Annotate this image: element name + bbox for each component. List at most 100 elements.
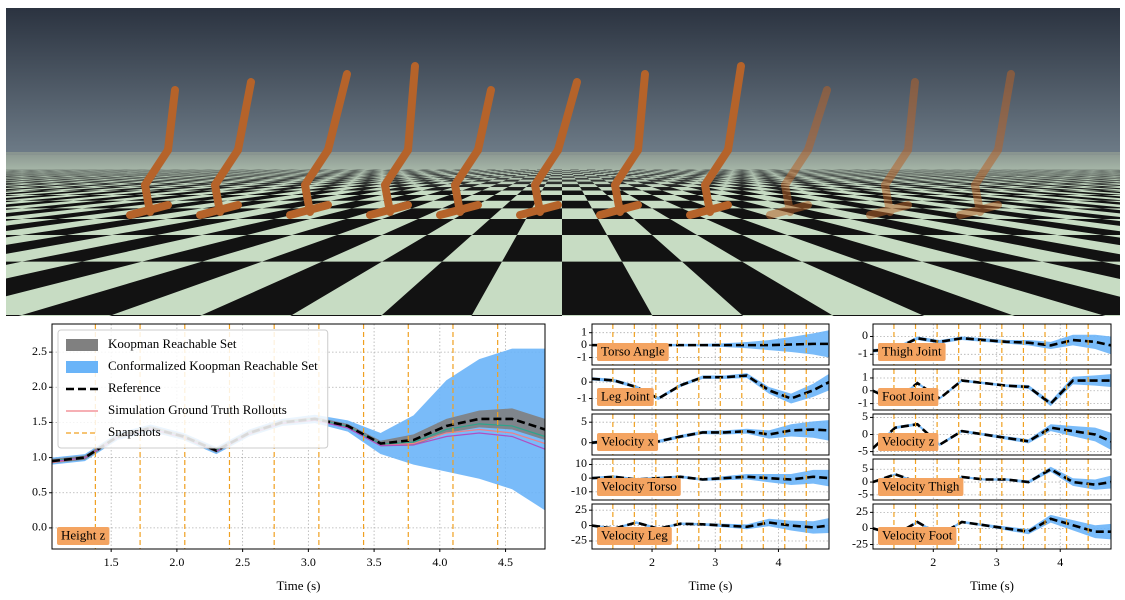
floor-tile	[454, 208, 502, 219]
y-tick-label: -1	[577, 349, 587, 363]
hopper	[286, 70, 351, 219]
axes-frame	[591, 368, 830, 411]
floor-tile	[6, 261, 22, 265]
reference-line	[592, 374, 829, 401]
axes-frame	[591, 458, 830, 501]
y-tick-label: -10	[571, 484, 587, 498]
floor-tile	[1079, 195, 1120, 199]
floor-tile	[1042, 261, 1120, 279]
panel-label: Leg Joint	[601, 388, 650, 403]
floor-tile	[502, 235, 562, 262]
floor-tile	[944, 195, 1025, 201]
floor-tile	[629, 195, 665, 201]
axes-frame	[51, 323, 546, 550]
legend-label: Conformalized Koopman Reachable Set	[108, 358, 318, 373]
floor-tile	[6, 315, 22, 316]
floor-tile	[176, 195, 247, 201]
floor-tile	[682, 261, 832, 315]
floor-tile	[227, 195, 292, 201]
x-tick-label: 3.0	[301, 555, 316, 569]
floor-tile	[1057, 235, 1120, 246]
floor-tile	[706, 219, 787, 235]
floor-tile	[292, 219, 382, 235]
hopper-torso	[404, 62, 419, 154]
x-tick-label: 2	[649, 555, 655, 569]
floor-tile	[112, 219, 238, 235]
hopper	[686, 62, 745, 219]
axes-frame	[591, 503, 830, 550]
floor-tile	[262, 200, 331, 209]
horizon-fog	[6, 152, 1120, 192]
legend-label: Koopman Reachable Set	[108, 336, 237, 351]
hopper-foot	[366, 201, 412, 219]
x-tick-label: 3.5	[367, 555, 382, 569]
floor-tile	[0, 171, 4, 172]
hopper-thigh	[971, 146, 1002, 189]
legend-box	[57, 329, 329, 449]
floor-tile	[607, 235, 682, 262]
floor-tile	[989, 195, 1077, 201]
x-tick-label: 2	[930, 555, 936, 569]
floor-tile	[1024, 200, 1120, 209]
hopper-foot	[286, 201, 332, 219]
hopper-thigh	[781, 146, 812, 189]
panel-label-box	[878, 433, 939, 451]
floor-tile	[778, 219, 877, 235]
y-tick-label: 0	[581, 374, 587, 388]
y-tick-label: 0	[862, 520, 868, 534]
floor-tile	[262, 235, 382, 262]
hopper-torso	[804, 86, 831, 154]
floor-tile	[922, 219, 1057, 235]
hopper-foot	[126, 201, 172, 219]
legend: Koopman Reachable Set Conformalized Koopm…	[57, 329, 329, 449]
legend-swatch	[66, 339, 98, 351]
x-axis-label: Time (s)	[689, 578, 733, 593]
floor-tile	[0, 173, 2, 174]
floor-tile	[584, 195, 614, 201]
floor-tile	[712, 208, 778, 219]
floor-tile	[6, 200, 22, 203]
floor-tile	[697, 235, 802, 262]
legend-label: Reference	[108, 380, 161, 395]
hopper-thigh	[381, 146, 412, 189]
floor-tile	[6, 261, 142, 297]
hopper	[436, 86, 495, 219]
floor-tile	[22, 200, 125, 209]
floor-tile	[764, 195, 820, 201]
floor-tile	[202, 261, 382, 315]
x-tick-label: 2.0	[169, 555, 184, 569]
hopper-thigh	[141, 146, 172, 189]
hopper-foot	[436, 201, 482, 219]
hopper-foot	[866, 201, 912, 219]
x-tick-label: 4.0	[432, 555, 447, 569]
reference-line	[592, 521, 829, 530]
y-tick-label: -25	[571, 533, 587, 547]
y-tick-label: 0	[862, 474, 868, 488]
reference-line	[873, 517, 1111, 537]
hopper	[956, 70, 1015, 219]
hopper-thigh	[451, 146, 482, 189]
floor-tile	[562, 261, 652, 315]
floor-tile	[634, 219, 697, 235]
y-tick-label: 1	[581, 324, 587, 338]
floor-tile	[6, 200, 74, 208]
floor-tile	[719, 195, 768, 201]
hopper-foot	[596, 201, 642, 219]
panel-label: Torso Angle	[601, 343, 665, 358]
floor-tile	[433, 195, 472, 201]
floor-tile	[1034, 195, 1120, 201]
panel-label: Thigh Joint	[882, 343, 942, 358]
floor-tile	[1066, 219, 1120, 226]
panel-label: Velocity Torso	[601, 478, 677, 493]
floor-tile	[73, 195, 157, 201]
floor-tile	[330, 195, 382, 201]
y-tick-label: 0	[581, 517, 587, 531]
floor-tile	[471, 315, 562, 316]
floor-tile	[0, 170, 5, 171]
hopper-foot	[766, 201, 812, 219]
hopper-thigh	[881, 146, 912, 189]
y-tick-label: 5	[581, 414, 587, 428]
floor-tile	[832, 315, 925, 316]
hopper-torso	[554, 78, 581, 154]
